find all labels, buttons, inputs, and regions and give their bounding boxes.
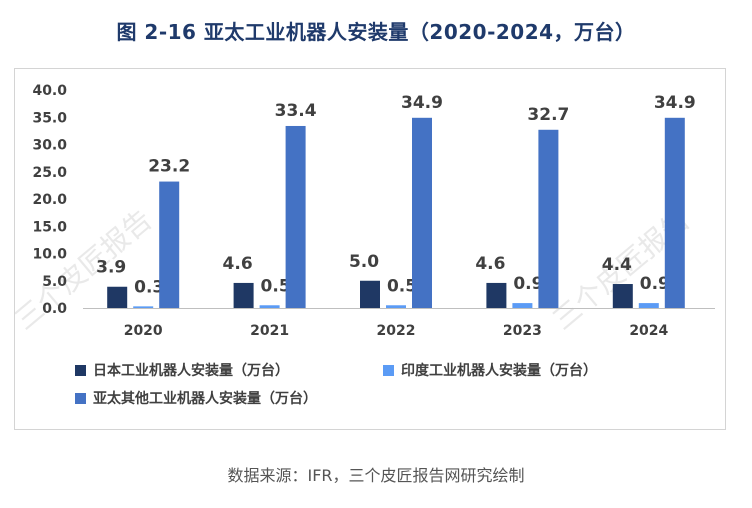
data-label: 4.4 xyxy=(602,255,632,275)
x-tick-label: 2023 xyxy=(503,323,542,339)
data-label: 3.9 xyxy=(96,258,126,278)
bar-japan-2022 xyxy=(360,280,380,308)
bar-chart: 三个皮匠报告 三个皮匠报告40.035.030.025.020.015.010.0… xyxy=(15,83,715,407)
y-tick-label: 30.0 xyxy=(32,138,67,154)
bar-other-2024 xyxy=(664,117,685,308)
x-tick-label: 2021 xyxy=(250,323,289,339)
y-tick-label: 0.0 xyxy=(42,301,67,317)
x-tick-label: 2020 xyxy=(124,323,163,339)
legend-label-1: 印度工业机器人安装量（万台） xyxy=(401,362,597,379)
figure-title: 图 2-16 亚太工业机器人安装量（2020-2024，万台） xyxy=(116,20,636,44)
legend-swatch-0 xyxy=(75,365,86,376)
y-tick-label: 35.0 xyxy=(32,110,67,126)
y-tick-label: 10.0 xyxy=(32,247,67,263)
legend-swatch-1 xyxy=(383,365,394,376)
x-tick-label: 2022 xyxy=(377,323,416,339)
data-label: 4.6 xyxy=(475,254,505,274)
source-note: 数据来源：IFR，三个皮匠报告网研究绘制 xyxy=(227,466,525,485)
bar-india-2024 xyxy=(638,303,659,308)
bar-japan-2020 xyxy=(107,286,128,308)
data-label: 0.5 xyxy=(261,276,291,296)
data-label: 4.6 xyxy=(223,254,253,274)
y-tick-label: 40.0 xyxy=(32,83,67,99)
data-label: 33.4 xyxy=(275,101,317,121)
y-tick-label: 25.0 xyxy=(32,165,67,181)
data-label: 0.9 xyxy=(513,274,543,294)
bar-japan-2023 xyxy=(486,282,507,308)
bar-india-2020 xyxy=(133,306,154,308)
y-tick-label: 15.0 xyxy=(32,219,67,235)
bar-other-2022 xyxy=(412,117,432,308)
y-tick-label: 5.0 xyxy=(42,274,67,290)
data-label: 34.9 xyxy=(401,93,443,113)
y-tick-label: 20.0 xyxy=(32,192,67,208)
x-tick-label: 2024 xyxy=(629,323,668,339)
data-label: 32.7 xyxy=(527,105,569,125)
data-label: 0.5 xyxy=(387,276,417,296)
bar-india-2022 xyxy=(386,305,406,308)
data-label: 0.3 xyxy=(134,277,164,297)
legend-label-2: 亚太其他工业机器人安装量（万台） xyxy=(93,390,317,407)
bar-japan-2021 xyxy=(233,282,254,308)
bar-india-2021 xyxy=(259,305,280,308)
bar-other-2020 xyxy=(159,181,180,308)
bar-other-2023 xyxy=(538,129,559,308)
bar-japan-2024 xyxy=(612,284,633,308)
bar-india-2023 xyxy=(512,303,533,308)
data-label: 34.9 xyxy=(654,93,696,113)
data-label: 0.9 xyxy=(640,274,670,294)
data-label: 23.2 xyxy=(148,157,190,177)
bar-other-2021 xyxy=(285,125,306,308)
chart-frame: 三个皮匠报告 三个皮匠报告 40.0 35.0 30.0 25.0 20.0 15.0 10.0… xyxy=(14,68,726,430)
data-label: 5.0 xyxy=(349,252,379,272)
legend-label-0: 日本工业机器人安装量（万台） xyxy=(93,362,289,379)
legend-swatch-2 xyxy=(75,393,86,404)
